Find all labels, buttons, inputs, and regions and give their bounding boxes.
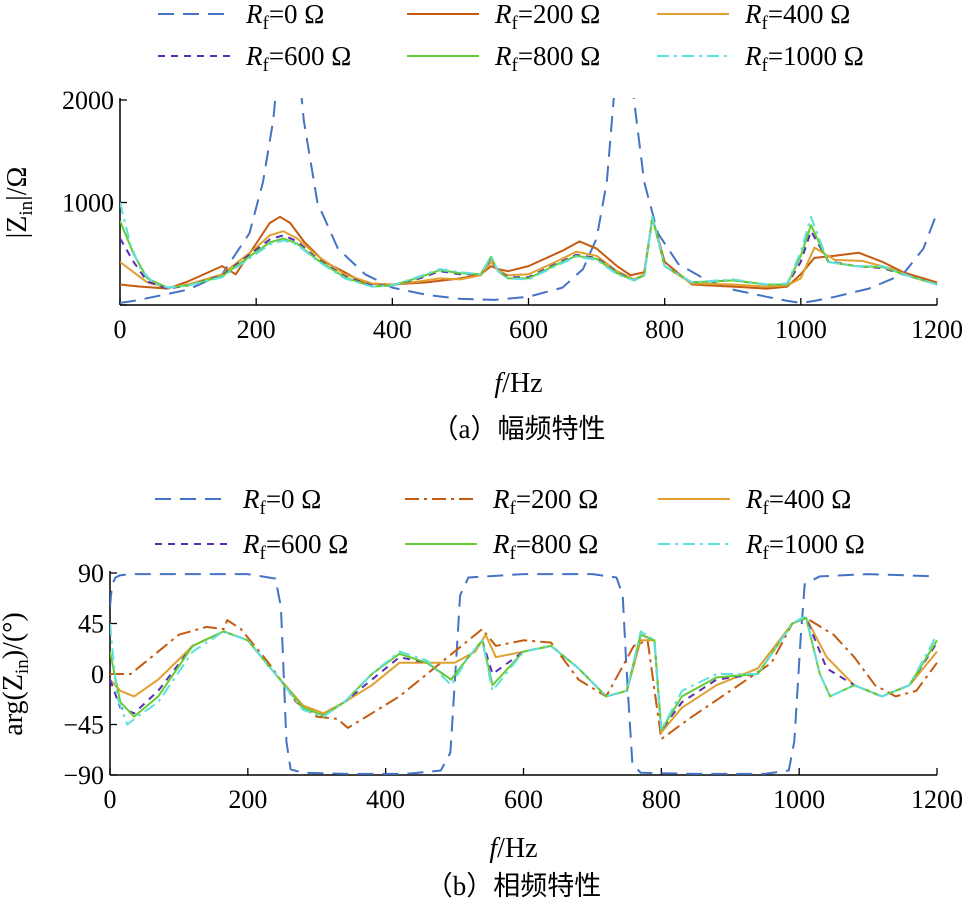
y-tick-label: 45 (78, 610, 104, 639)
y-axis-label: |Zin|/Ω (2, 167, 37, 239)
figure-caption: （b）相频特性 (426, 871, 602, 901)
y-tick-label: 2000 (62, 86, 114, 115)
series-line (110, 614, 938, 732)
series-group (120, 98, 938, 304)
y-axis-label: arg(Zin)/(°) (0, 612, 33, 735)
legend-label: Rf=400 Ω (745, 484, 851, 519)
legend-label: Rf=600 Ω (242, 529, 348, 564)
series-line (120, 215, 938, 289)
series-line (110, 573, 938, 775)
x-axis-label: f/Hz (494, 368, 542, 399)
legend-label: Rf=400 Ω (744, 0, 850, 34)
legend-label: Rf=800 Ω (492, 529, 598, 564)
chart-panel-b: 0 200 400 600 800 1000 1200 −90 −45 0 45 90 Rf=0 Ω Rf… (0, 484, 963, 901)
x-tick-label: 800 (645, 315, 684, 344)
x-tick-label: 1000 (775, 315, 827, 344)
legend-label: Rf=200 Ω (492, 484, 598, 519)
x-tick-label: 800 (642, 785, 681, 814)
y-tick-label: 1000 (62, 189, 114, 218)
x-axis-label: f/Hz (489, 833, 537, 864)
series-line (120, 215, 938, 290)
x-tick-label: 600 (509, 315, 548, 344)
legend-label: Rf=1000 Ω (744, 41, 864, 76)
y-tick-label: 90 (78, 559, 104, 588)
series-line (120, 202, 938, 289)
chart-panel-a: 0 200 400 600 800 1000 1200 1000 2000 Rf=0 Ω Rf=20… (2, 0, 963, 444)
series-line (110, 616, 938, 732)
series-line (110, 616, 938, 732)
legend-label: Rf=600 Ω (245, 41, 351, 76)
legend-label: Rf=1000 Ω (745, 529, 865, 564)
x-tick-label: 400 (373, 315, 412, 344)
series-line (120, 98, 938, 304)
x-tick-label: 400 (366, 785, 405, 814)
x-tick-label: 600 (504, 785, 543, 814)
legend-label: Rf=200 Ω (494, 0, 600, 34)
x-tick-label: 1000 (773, 785, 825, 814)
x-tick-label: 0 (114, 315, 127, 344)
legend-label: Rf=0 Ω (245, 0, 324, 34)
y-tick-label: −90 (63, 761, 104, 790)
legend-label: Rf=800 Ω (494, 41, 600, 76)
legend-label: Rf=0 Ω (242, 484, 321, 519)
y-tick-label: 0 (91, 660, 104, 689)
series-group (110, 573, 938, 775)
x-tick-label: 0 (104, 785, 117, 814)
figure-caption: （a）幅频特性 (432, 414, 606, 444)
series-line (120, 216, 938, 289)
y-tick-label: −45 (63, 711, 104, 740)
x-tick-label: 200 (237, 315, 276, 344)
x-tick-label: 1200 (911, 315, 963, 344)
x-tick-label: 200 (228, 785, 267, 814)
series-line (110, 616, 938, 741)
x-tick-label: 1200 (911, 785, 963, 814)
